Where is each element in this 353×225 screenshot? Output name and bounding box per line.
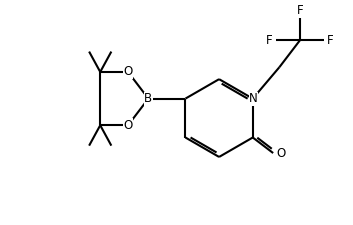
Text: O: O — [124, 119, 133, 132]
Text: F: F — [297, 4, 303, 17]
Text: N: N — [249, 92, 258, 105]
Text: O: O — [277, 146, 286, 160]
Text: O: O — [124, 65, 133, 79]
Text: F: F — [327, 34, 334, 47]
Text: F: F — [266, 34, 273, 47]
Text: B: B — [144, 92, 152, 105]
